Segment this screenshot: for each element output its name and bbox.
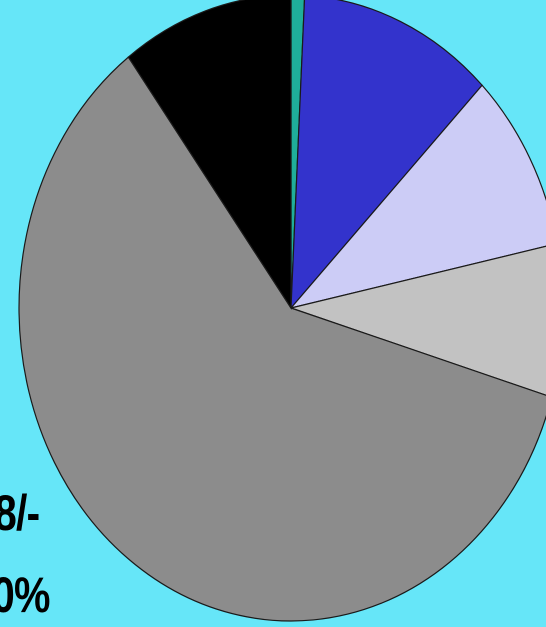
pie-slice-4 bbox=[288, 245, 546, 396]
pie-slice-5 bbox=[18, 56, 546, 622]
slice-label-price: 8/- bbox=[0, 485, 40, 541]
slice-label-percent: 0% bbox=[0, 567, 50, 623]
pie-slice-2 bbox=[290, 0, 483, 310]
pie-slices bbox=[18, 0, 546, 622]
pie-slice-6 bbox=[127, 0, 292, 311]
pie-slice-3 bbox=[289, 84, 546, 310]
